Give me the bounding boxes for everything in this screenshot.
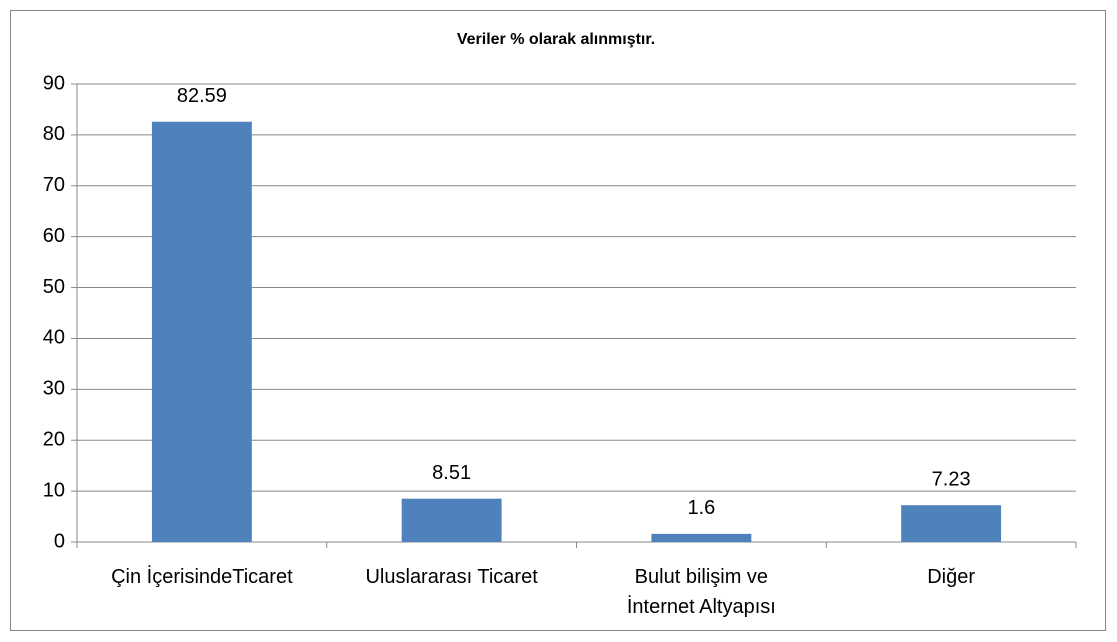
bar bbox=[151, 121, 252, 542]
data-label: 82.59 bbox=[177, 85, 227, 107]
y-tick-label: 20 bbox=[43, 429, 65, 451]
data-label: 8.51 bbox=[432, 462, 471, 484]
y-tick-label: 50 bbox=[43, 276, 65, 298]
y-tick-label: 60 bbox=[43, 225, 65, 247]
data-label: 1.6 bbox=[687, 497, 715, 519]
y-tick-label: 80 bbox=[43, 123, 65, 145]
y-tick-label: 70 bbox=[43, 174, 65, 196]
y-tick-label: 10 bbox=[43, 479, 65, 501]
x-tick-label: Uluslararası Ticaret bbox=[365, 566, 538, 588]
data-label: 7.23 bbox=[932, 468, 971, 490]
bar bbox=[401, 498, 502, 542]
y-tick-label: 90 bbox=[43, 72, 65, 94]
chart-title: Veriler % olarak alınmıştır. bbox=[457, 31, 655, 48]
x-tick-label: Çin İçerisindeTicaret bbox=[111, 566, 293, 588]
y-tick-label: 0 bbox=[54, 530, 65, 552]
x-tick-label: Bulut bilişim ve İnternet Altyapısı bbox=[626, 566, 776, 618]
y-tick-label: 30 bbox=[43, 378, 65, 400]
y-tick-label: 40 bbox=[43, 327, 65, 349]
x-tick-label: Diğer bbox=[927, 566, 976, 588]
bar bbox=[651, 533, 752, 542]
bar bbox=[901, 505, 1002, 542]
